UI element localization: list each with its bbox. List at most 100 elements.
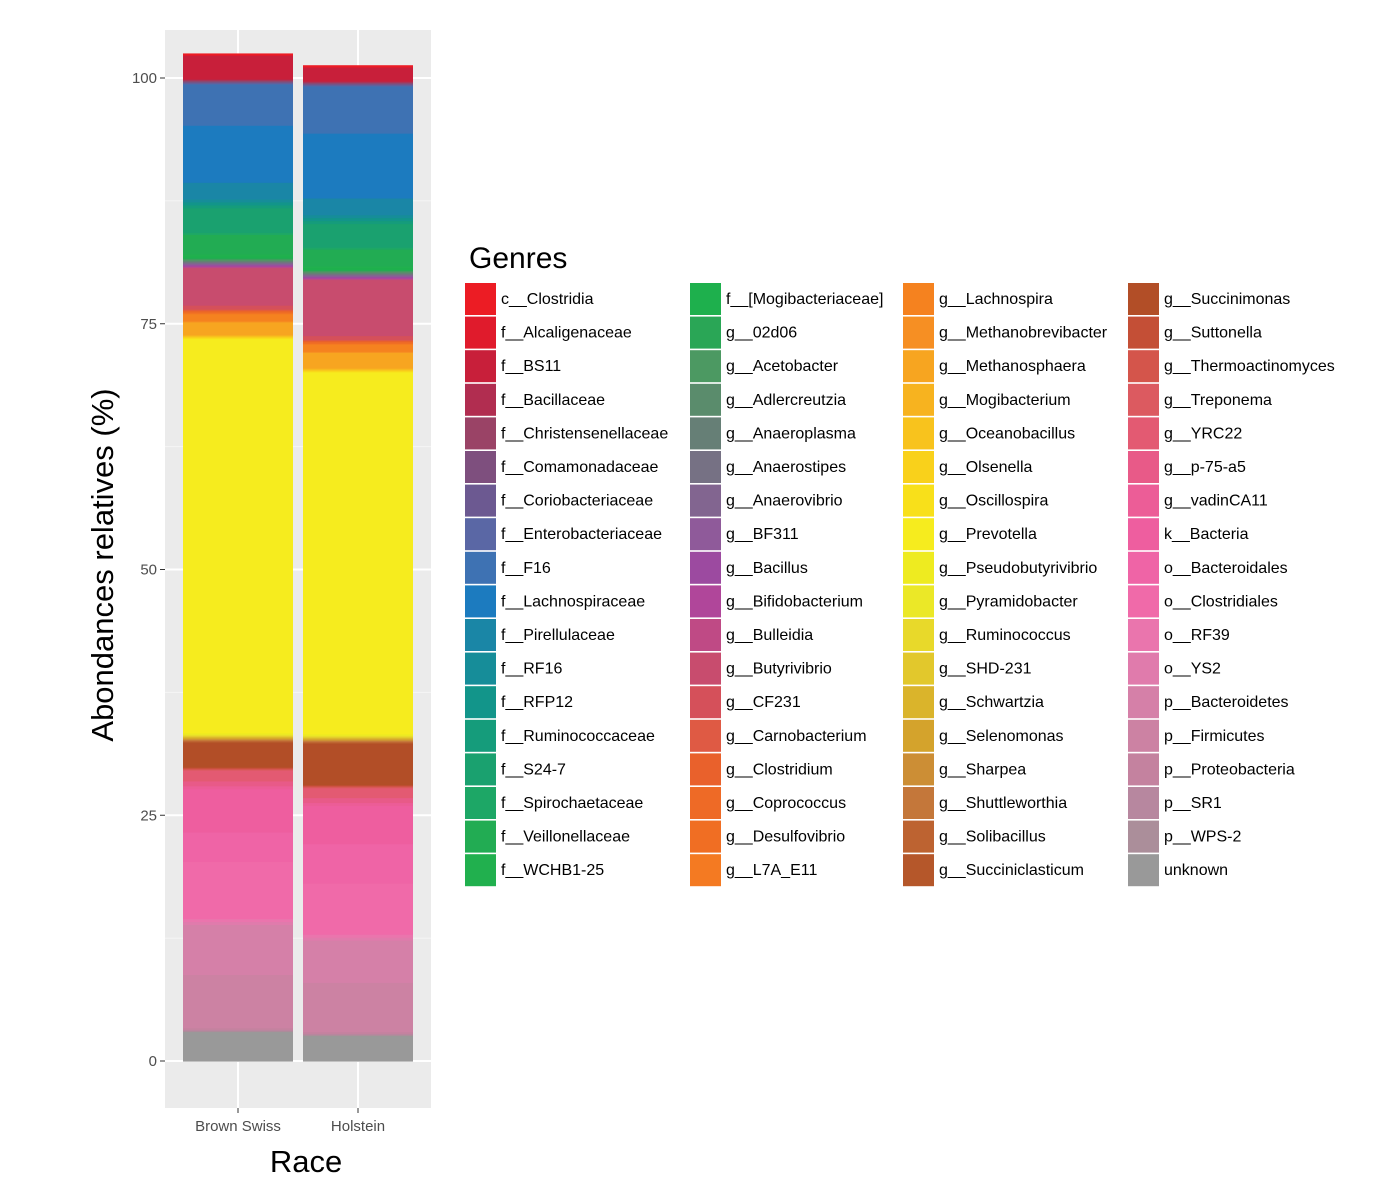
legend-label: g__Bacillus (726, 560, 808, 577)
bar-segment (303, 265, 413, 269)
bar-segment (183, 770, 293, 782)
legend-swatch (903, 283, 934, 315)
bar-segment (303, 737, 413, 740)
legend-swatch (690, 417, 721, 450)
bar-segment (303, 368, 413, 371)
bar-segment (303, 883, 413, 935)
bar-segment (183, 310, 293, 313)
legend-item: g__Oceanobacillus (903, 417, 1075, 450)
bar-segment (303, 742, 413, 745)
legend-item: g__Adlercreutzia (690, 383, 846, 416)
legend-item: f__Spirochaetaceae (465, 787, 643, 819)
legend-swatch (903, 652, 934, 685)
legend-label: g__Methanobrevibacter (939, 325, 1108, 342)
legend-item: g__YRC22 (1128, 417, 1242, 450)
legend-label: o__Clostridiales (1164, 593, 1278, 610)
bar-segment (303, 786, 413, 789)
bar-segment (303, 220, 413, 225)
bar-segment (303, 223, 413, 248)
bar-segment (183, 261, 293, 264)
legend-swatch (1128, 451, 1159, 483)
legend-label: g__Olsenella (939, 459, 1033, 476)
bar-segment (183, 767, 293, 769)
legend-label: f__Christensenellaceae (501, 425, 668, 442)
bar-segment (183, 204, 293, 209)
bar-segment (303, 371, 413, 735)
legend-label: g__Succiniclasticum (939, 862, 1084, 879)
legend-swatch (690, 619, 721, 651)
bar-segment (183, 337, 293, 340)
legend-swatch (690, 484, 721, 517)
legend-swatch (1128, 686, 1159, 719)
bar-segment (183, 1030, 293, 1033)
legend-label: g__Bifidobacterium (726, 593, 863, 610)
bar-segment (183, 974, 293, 1029)
legend-swatch (465, 753, 496, 786)
legend-label: f__BS11 (501, 358, 561, 375)
bar-segment (303, 787, 413, 799)
legend-item: p__Proteobacteria (1128, 753, 1295, 786)
bar-segment (303, 797, 413, 804)
legend-label: f__Veillonellaceae (501, 829, 630, 846)
legend-swatch (465, 787, 496, 819)
legend-swatch (465, 350, 496, 383)
bar-segment (303, 843, 413, 884)
legend-label: f__Pirellulaceae (501, 627, 615, 644)
legend-swatch (903, 787, 934, 819)
bar-segment (303, 278, 413, 281)
legend-swatch (465, 854, 496, 887)
bar-segment (183, 740, 293, 743)
legend-swatch (465, 316, 496, 349)
legend-swatch (1128, 551, 1159, 584)
bar-segment (183, 738, 293, 741)
legend-label: f__F16 (501, 560, 551, 577)
bar-segment (183, 1031, 293, 1062)
legend-item: f__Lachnospiraceae (465, 585, 645, 618)
bar-segment (183, 265, 293, 268)
legend-label: f__Ruminococcaceae (501, 728, 655, 745)
legend-label: o__Bacteroidales (1164, 560, 1288, 577)
legend-item: g__Ruminococcus (903, 619, 1071, 651)
legend-item: g__Lachnospira (903, 283, 1053, 315)
legend-label: f__Alcaligenaceae (501, 325, 632, 342)
legend-item: f__[Mogibacteriaceae] (690, 283, 883, 315)
legend-item: g__Mogibacterium (903, 383, 1071, 416)
legend-item: g__Olsenella (903, 451, 1033, 483)
bar-segment (183, 309, 293, 312)
bar-segment (303, 736, 413, 739)
legend-item: g__Clostridium (690, 753, 833, 786)
legend-item: f__Pirellulaceae (465, 619, 615, 651)
legend-label: f__RFP12 (501, 694, 573, 711)
legend-swatch (690, 686, 721, 719)
legend-title: Genres (469, 242, 567, 275)
axes-layer: 0 25 50 75 100 Brown Swiss Holstein (132, 70, 385, 1135)
legend-item: f__Coriobacteriaceae (465, 484, 653, 517)
legend-swatch (690, 283, 721, 315)
legend-swatch (465, 686, 496, 719)
legend-label: g__Selenomonas (939, 728, 1064, 745)
legend-item: f__Alcaligenaceae (465, 316, 632, 349)
legend-label: g__Carnobacterium (726, 728, 867, 745)
bar-segment (183, 82, 293, 85)
legend-item: p__SR1 (1128, 787, 1222, 819)
legend-label: g__Pyramidobacter (939, 593, 1078, 610)
bar-segment (303, 267, 413, 271)
legend-label: g__Suttonella (1164, 325, 1262, 342)
legend-label: f__Bacillaceae (501, 392, 605, 409)
legend-item: g__p-75-a5 (1128, 451, 1246, 483)
bar-segment (183, 733, 293, 736)
legend-item: g__Anaerovibrio (690, 484, 843, 517)
legend-label: g__Thermoactinomyces (1164, 358, 1335, 375)
bar-segment (183, 742, 293, 768)
legend-label: f__RF16 (501, 661, 562, 678)
bar-segment (303, 80, 413, 83)
legend-label: g__Sharpea (939, 761, 1026, 778)
legend-swatch (1128, 350, 1159, 383)
bar-segment (183, 305, 293, 310)
bars-layer (183, 53, 413, 1062)
legend-label: unknown (1164, 862, 1228, 879)
bar-segment (303, 65, 413, 67)
bar-segment (303, 276, 413, 279)
bar-segment (183, 313, 293, 322)
legend-swatch (1128, 383, 1159, 416)
